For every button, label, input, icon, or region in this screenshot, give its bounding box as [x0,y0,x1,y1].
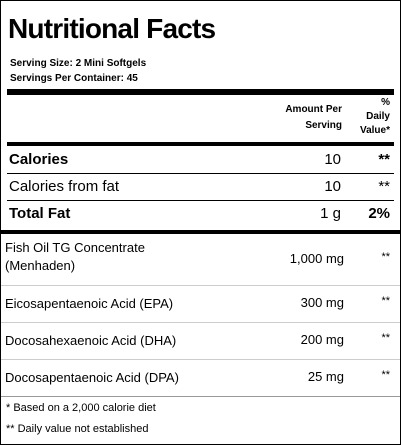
ingredient-row-dha: Docosahexaenoic Acid (DHA) 200 mg ** [5,332,390,350]
nutrient-amount: 10 [324,178,341,195]
nutrient-daily-value: ** [378,151,390,168]
ingredient-name-line1: Fish Oil TG Concentrate [5,240,145,255]
ingredient-name-line2: (Menhaden) [5,258,76,273]
amount-header-line1: Amount Per [285,104,342,115]
nutrient-daily-value: ** [378,178,390,195]
nutrient-row-total-fat: Total Fat 1 g 2% [9,201,390,227]
ingredient-daily-value: ** [381,369,390,381]
dv-header-line3: Value* [359,125,390,136]
ingredient-name: Eicosapentaenoic Acid (EPA) [5,296,174,311]
amount-per-serving-header: Amount Per Serving [252,102,342,134]
servings-per-container: Servings Per Container: 45 [10,73,138,84]
row-divider [7,173,394,174]
nutrient-name: Total Fat [9,205,71,222]
dv-header-line1: % [381,97,390,108]
row-divider [1,359,400,360]
row-divider [7,200,394,201]
ingredient-name: Fish Oil TG Concentrate (Menhaden) [5,239,145,275]
ingredient-name: Docosapentaenoic Acid (DPA) [5,370,179,385]
nutrient-row-calories: Calories 10 ** [9,147,390,173]
nutrient-row-calories-from-fat: Calories from fat 10 ** [9,174,390,200]
ingredient-amount: 25 mg [307,369,344,384]
header-divider [7,142,394,146]
ingredient-row-epa: Eicosapentaenoic Acid (EPA) 300 mg ** [5,295,390,313]
footnote-daily-diet: * Based on a 2,000 calorie diet [6,402,156,414]
dv-header-line2: Daily [366,111,390,122]
ingredient-amount: 300 mg [300,295,344,310]
ingredient-daily-value: ** [381,295,390,307]
nutrient-amount: 10 [324,151,341,168]
row-divider [1,322,400,323]
nutrient-name: Calories from fat [9,178,120,195]
row-divider [1,285,400,286]
ingredient-row-dpa: Docosapentaenoic Acid (DPA) 25 mg ** [5,369,390,387]
ingredient-row-fish-oil: Fish Oil TG Concentrate (Menhaden) 1,000… [5,239,390,279]
amount-header-line2: Serving [305,120,342,131]
ingredient-amount: 200 mg [300,332,344,347]
footnote-divider [1,396,400,397]
section-divider [1,230,400,234]
ingredient-amount: 1,000 mg [289,251,344,266]
nutrient-amount: 1 g [320,205,341,222]
footnote-dv-not-established: ** Daily value not established [6,423,149,435]
ingredient-daily-value: ** [381,251,390,263]
thick-divider [7,89,394,95]
ingredient-daily-value: ** [381,332,390,344]
ingredient-name: Docosahexaenoic Acid (DHA) [5,333,177,348]
serving-size: Serving Size: 2 Mini Softgels [10,58,147,69]
daily-value-header: % Daily Value* [346,96,390,138]
nutrient-name: Calories [9,151,69,168]
panel-title: Nutritional Facts [8,13,216,44]
nutrient-daily-value: 2% [368,205,390,222]
